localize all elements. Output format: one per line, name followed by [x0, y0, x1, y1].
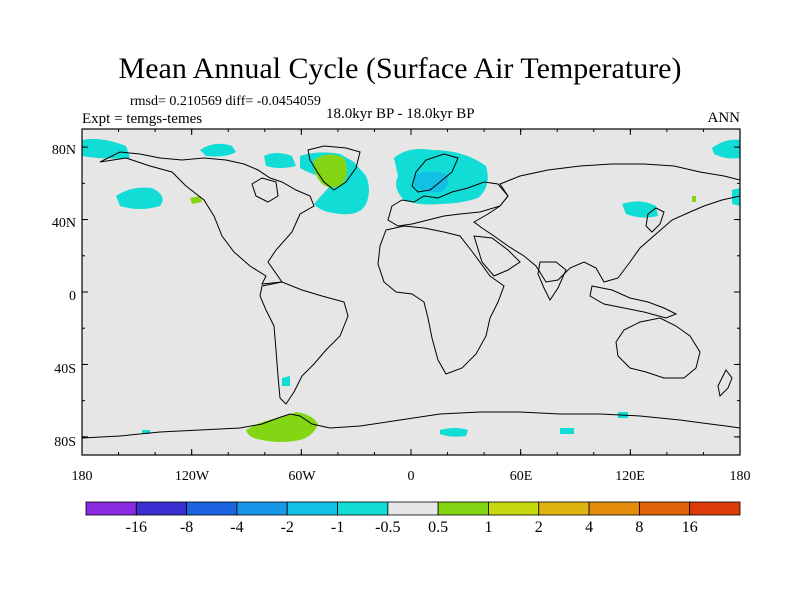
- negative-anomaly-south-atlantic-patch: [282, 376, 290, 386]
- colorbar-swatch: [85, 501, 137, 516]
- figure-title: Mean Annual Cycle (Surface Air Temperatu…: [118, 52, 682, 85]
- colorbar-label: 0.5: [428, 519, 448, 536]
- colorbar-swatch: [638, 501, 691, 516]
- period-label: 18.0kyr BP - 18.0kyr BP: [326, 106, 475, 122]
- coastline-south-america: [259, 281, 349, 405]
- colorbar-label: -1: [331, 519, 344, 536]
- coastline-hudson-bay: [251, 177, 279, 203]
- coastline-north-america: [99, 151, 315, 285]
- stats-text: rmsd= 0.210569 diff= -0.0454059: [130, 94, 321, 109]
- coastline-india: [537, 261, 567, 301]
- experiment-label: Expt = temgs-temes: [82, 111, 203, 127]
- coastline-scandinavia: [411, 153, 459, 193]
- colorbar-label: -16: [126, 519, 147, 536]
- colorbar-swatch: [236, 501, 288, 516]
- coastline-asia: [473, 163, 741, 283]
- colorbar-label: 8: [635, 519, 643, 536]
- positive-anomaly-canada-patch: [190, 196, 202, 204]
- colorbar-swatch: [488, 501, 540, 516]
- coastline-arabia: [473, 235, 521, 277]
- lon-tick-label: 60E: [510, 469, 533, 484]
- colorbar-label: -0.5: [375, 519, 400, 536]
- longitude-axis: 180 120W 60W 0 60E 120E 180: [72, 469, 751, 484]
- latitude-axis: 80N 40N 0 40S 80S: [52, 143, 76, 450]
- lat-tick-label: 80S: [54, 435, 76, 450]
- positive-anomaly-siberia-patch: [692, 196, 696, 202]
- negative-anomaly-alaska-patch: [82, 138, 130, 159]
- colorbar-label: 4: [585, 519, 593, 536]
- colorbar: [85, 501, 741, 516]
- coastline-japan: [645, 207, 665, 233]
- season-label: ANN: [707, 110, 741, 126]
- colorbar-swatch: [337, 501, 389, 516]
- negative-anomaly-pacific-edge-patch: [712, 139, 740, 159]
- coastline-greenland: [307, 145, 361, 191]
- anomaly-patches: [82, 138, 740, 442]
- lon-tick-label: 0: [408, 469, 415, 484]
- colorbar-label: -8: [180, 519, 193, 536]
- colorbar-swatch: [387, 501, 439, 516]
- lon-tick-label: 180: [730, 469, 751, 484]
- negative-anomaly-antarctic-patch-3: [560, 428, 574, 434]
- colorbar-swatch: [538, 501, 590, 516]
- lat-tick-label: 0: [69, 289, 76, 304]
- colorbar-label: 1: [484, 519, 492, 536]
- positive-anomaly-weddell-patch: [246, 412, 318, 442]
- colorbar-swatch: [437, 501, 489, 516]
- negative-anomaly-barents-patch: [414, 171, 448, 193]
- colorbar-swatch: [135, 501, 188, 516]
- negative-anomaly-north-pacific-patch: [116, 187, 163, 209]
- colorbar-swatch: [186, 501, 238, 516]
- coastline-new-zealand: [717, 369, 733, 398]
- colorbar-swatch: [689, 501, 741, 516]
- coastline-antarctica: [81, 411, 741, 439]
- negative-anomaly-canada-patch: [200, 143, 236, 157]
- colorbar-label: -2: [281, 519, 294, 536]
- lon-tick-label: 120W: [175, 469, 210, 484]
- lon-tick-label: 180: [72, 469, 93, 484]
- colorbar-label: 16: [682, 519, 698, 536]
- colorbar-labels: -16 -8 -4 -2 -1 -0.5 0.5 1 2 4 8 16: [126, 519, 698, 536]
- negative-anomaly-antarctic-patch-2: [440, 428, 468, 437]
- colorbar-swatch: [286, 501, 338, 516]
- coastline-southeast-asia-islands: [589, 285, 678, 319]
- coastline-africa: [377, 225, 505, 375]
- colorbar-label: 2: [535, 519, 543, 536]
- lat-tick-label: 40S: [54, 362, 76, 377]
- lat-tick-label: 80N: [52, 143, 76, 158]
- coastline-australia: [615, 317, 701, 379]
- coastlines: [81, 145, 741, 439]
- map-frame: [81, 128, 741, 456]
- lon-tick-label: 60W: [288, 469, 316, 484]
- colorbar-label: -4: [230, 519, 243, 536]
- negative-anomaly-hudson-patch: [264, 153, 296, 168]
- colorbar-swatch: [588, 501, 640, 516]
- lat-tick-label: 40N: [52, 216, 76, 231]
- lon-tick-label: 120E: [615, 469, 645, 484]
